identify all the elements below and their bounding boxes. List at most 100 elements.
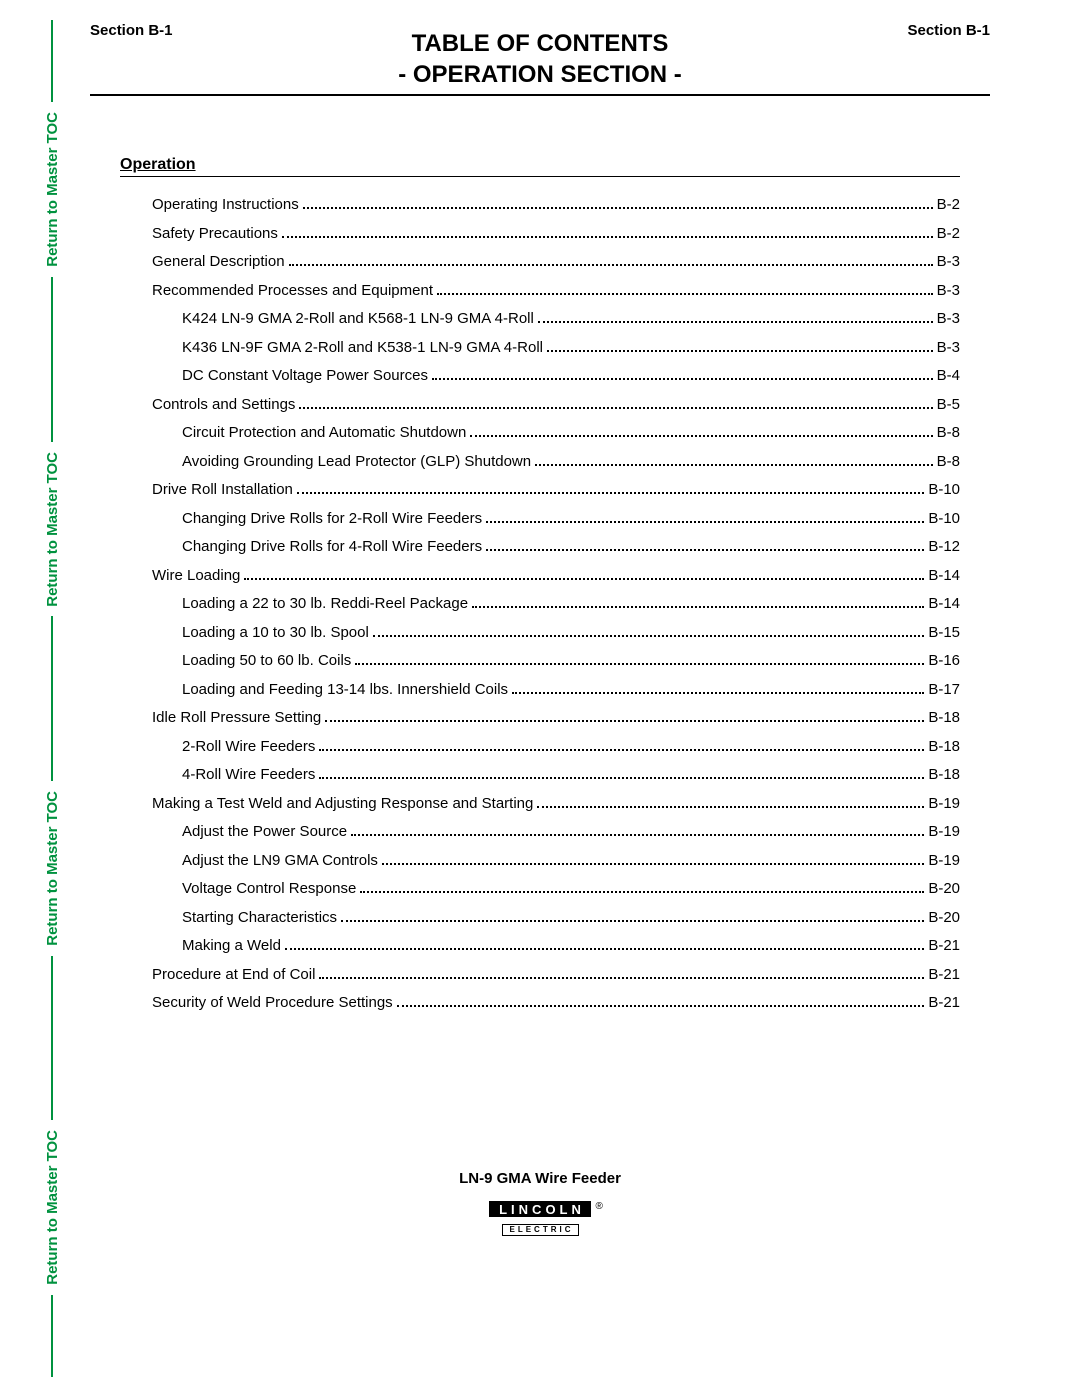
toc-entry[interactable]: Starting Characteristics B-20 xyxy=(120,904,960,933)
toc-entry-label: Loading and Feeding 13-14 lbs. Innershie… xyxy=(182,676,508,705)
toc-leader-dots xyxy=(355,663,924,665)
toc-entry-label: Circuit Protection and Automatic Shutdow… xyxy=(182,419,466,448)
toc-entry-page: B-4 xyxy=(937,362,960,391)
rail-segment[interactable]: Return to Master TOC xyxy=(38,20,66,359)
toc-entry[interactable]: Operating Instructions B-2 xyxy=(120,191,960,220)
toc-leader-dots xyxy=(486,521,924,523)
toc-entry-label: Procedure at End of Coil xyxy=(152,961,315,990)
toc-entry-label: K424 LN-9 GMA 2-Roll and K568-1 LN-9 GMA… xyxy=(182,305,534,334)
toc-leader-dots xyxy=(319,777,924,779)
toc-leader-dots xyxy=(319,977,924,979)
rail-line xyxy=(51,1295,53,1377)
toc-entry-label: 2-Roll Wire Feeders xyxy=(182,733,315,762)
toc-entry[interactable]: Loading and Feeding 13-14 lbs. Innershie… xyxy=(120,676,960,705)
rail-segment[interactable]: Return to Master TOC xyxy=(38,359,66,698)
toc-entry-label: Making a Test Weld and Adjusting Respons… xyxy=(152,790,533,819)
rail-line xyxy=(51,616,53,698)
toc-entry[interactable]: Wire LoadingB-14 xyxy=(120,562,960,591)
toc-leader-dots xyxy=(319,749,924,751)
return-master-toc-link[interactable]: Return to Master TOC xyxy=(44,442,61,617)
toc-entry-label: 4-Roll Wire Feeders xyxy=(182,761,315,790)
toc-entry-label: Recommended Processes and Equipment xyxy=(152,277,433,306)
registered-mark-icon: ® xyxy=(596,1201,603,1212)
toc-leader-dots xyxy=(512,692,924,694)
toc-entry[interactable]: Loading a 10 to 30 lb. SpoolB-15 xyxy=(120,619,960,648)
toc-entry-page: B-2 xyxy=(937,191,960,220)
toc-entry[interactable]: Security of Weld Procedure SettingsB-21 xyxy=(120,989,960,1018)
toc-entry[interactable]: Loading 50 to 60 lb. CoilsB-16 xyxy=(120,647,960,676)
toc-entry-label: Starting Characteristics xyxy=(182,904,337,933)
toc-entry-label: Security of Weld Procedure Settings xyxy=(152,989,393,1018)
toc-entry-page: B-3 xyxy=(937,248,960,277)
toc-entry[interactable]: Safety PrecautionsB-2 xyxy=(120,220,960,249)
toc-entry-label: Adjust the LN9 GMA Controls xyxy=(182,847,378,876)
toc-entry-label: Safety Precautions xyxy=(152,220,278,249)
rail-line xyxy=(51,1038,53,1120)
title-line-1: TABLE OF CONTENTS xyxy=(173,28,908,59)
toc-entry-page: B-19 xyxy=(928,818,960,847)
toc-entry-page: B-18 xyxy=(928,704,960,733)
toc-entry[interactable]: 2-Roll Wire FeedersB-18 xyxy=(120,733,960,762)
toc-entry-page: B-19 xyxy=(928,790,960,819)
toc-entry-label: Loading a 22 to 30 lb. Reddi-Reel Packag… xyxy=(182,590,468,619)
toc-entry[interactable]: 4-Roll Wire FeedersB-18 xyxy=(120,761,960,790)
header-rule xyxy=(90,94,990,96)
page-footer: LN-9 GMA Wire Feeder LINCOLN ® ELECTRIC xyxy=(0,1170,1080,1237)
toc-entry-page: B-8 xyxy=(937,419,960,448)
toc-leader-dots xyxy=(297,492,924,494)
toc-list: Operating InstructionsB-2Safety Precauti… xyxy=(120,191,960,1018)
toc-entry-page: B-3 xyxy=(937,334,960,363)
toc-leader-dots xyxy=(325,720,924,722)
toc-entry-label: Idle Roll Pressure Setting xyxy=(152,704,321,733)
toc-entry-page: B-16 xyxy=(928,647,960,676)
toc-entry[interactable]: K436 LN-9F GMA 2-Roll and K538-1 LN-9 GM… xyxy=(120,334,960,363)
toc-entry-label: Operating Instructions xyxy=(152,191,299,220)
return-master-toc-link[interactable]: Return to Master TOC xyxy=(44,781,61,956)
toc-entry[interactable]: Changing Drive Rolls for 4-Roll Wire Fee… xyxy=(120,533,960,562)
toc-leader-dots xyxy=(373,635,924,637)
toc-leader-dots xyxy=(535,464,933,466)
toc-entry-label: Making a Weld xyxy=(182,932,281,961)
toc-entry-page: B-21 xyxy=(928,932,960,961)
toc-entry-page: B-12 xyxy=(928,533,960,562)
toc-leader-dots xyxy=(285,948,924,950)
toc-leader-dots xyxy=(538,321,933,323)
toc-entry-page: B-14 xyxy=(928,562,960,591)
toc-entry[interactable]: DC Constant Voltage Power Sources B-4 xyxy=(120,362,960,391)
toc-entry[interactable]: K424 LN-9 GMA 2-Roll and K568-1 LN-9 GMA… xyxy=(120,305,960,334)
toc-entry-label: K436 LN-9F GMA 2-Roll and K538-1 LN-9 GM… xyxy=(182,334,543,363)
page-title: TABLE OF CONTENTS - OPERATION SECTION - xyxy=(173,22,908,90)
toc-entry[interactable]: Procedure at End of CoilB-21 xyxy=(120,961,960,990)
rail-segment[interactable]: Return to Master TOC xyxy=(38,699,66,1038)
toc-entry-label: DC Constant Voltage Power Sources xyxy=(182,362,428,391)
toc-entry[interactable]: Adjust the LN9 GMA ControlsB-19 xyxy=(120,847,960,876)
toc-entry[interactable]: Voltage Control ResponseB-20 xyxy=(120,875,960,904)
toc-leader-dots xyxy=(341,920,924,922)
toc-entry[interactable]: Recommended Processes and Equipment B-3 xyxy=(120,277,960,306)
toc-entry[interactable]: Making a Weld B-21 xyxy=(120,932,960,961)
toc-entry[interactable]: Drive Roll InstallationB-10 xyxy=(120,476,960,505)
toc-entry[interactable]: Controls and SettingsB-5 xyxy=(120,391,960,420)
brand-logo: LINCOLN ® ELECTRIC xyxy=(489,1201,591,1237)
toc-entry[interactable]: Loading a 22 to 30 lb. Reddi-Reel Packag… xyxy=(120,590,960,619)
toc-entry[interactable]: Idle Roll Pressure Setting B-18 xyxy=(120,704,960,733)
toc-entry-label: Loading a 10 to 30 lb. Spool xyxy=(182,619,369,648)
toc-entry[interactable]: Circuit Protection and Automatic Shutdow… xyxy=(120,419,960,448)
toc-entry[interactable]: Changing Drive Rolls for 2-Roll Wire Fee… xyxy=(120,505,960,534)
toc-entry[interactable]: Adjust the Power SourceB-19 xyxy=(120,818,960,847)
toc-entry[interactable]: General DescriptionB-3 xyxy=(120,248,960,277)
toc-leader-dots xyxy=(537,806,924,808)
toc-entry[interactable]: Avoiding Grounding Lead Protector (GLP) … xyxy=(120,448,960,477)
toc-entry-page: B-3 xyxy=(937,277,960,306)
return-master-toc-link[interactable]: Return to Master TOC xyxy=(44,102,61,277)
toc-entry-page: B-8 xyxy=(937,448,960,477)
logo-top-row: LINCOLN ® xyxy=(489,1201,591,1219)
table-of-contents: Operation Operating InstructionsB-2Safet… xyxy=(90,156,990,1018)
toc-entry[interactable]: Making a Test Weld and Adjusting Respons… xyxy=(120,790,960,819)
toc-entry-page: B-20 xyxy=(928,904,960,933)
toc-entry-label: Drive Roll Installation xyxy=(152,476,293,505)
toc-leader-dots xyxy=(470,435,932,437)
toc-leader-dots xyxy=(299,407,932,409)
rail-line xyxy=(51,20,53,102)
toc-entry-page: B-3 xyxy=(937,305,960,334)
